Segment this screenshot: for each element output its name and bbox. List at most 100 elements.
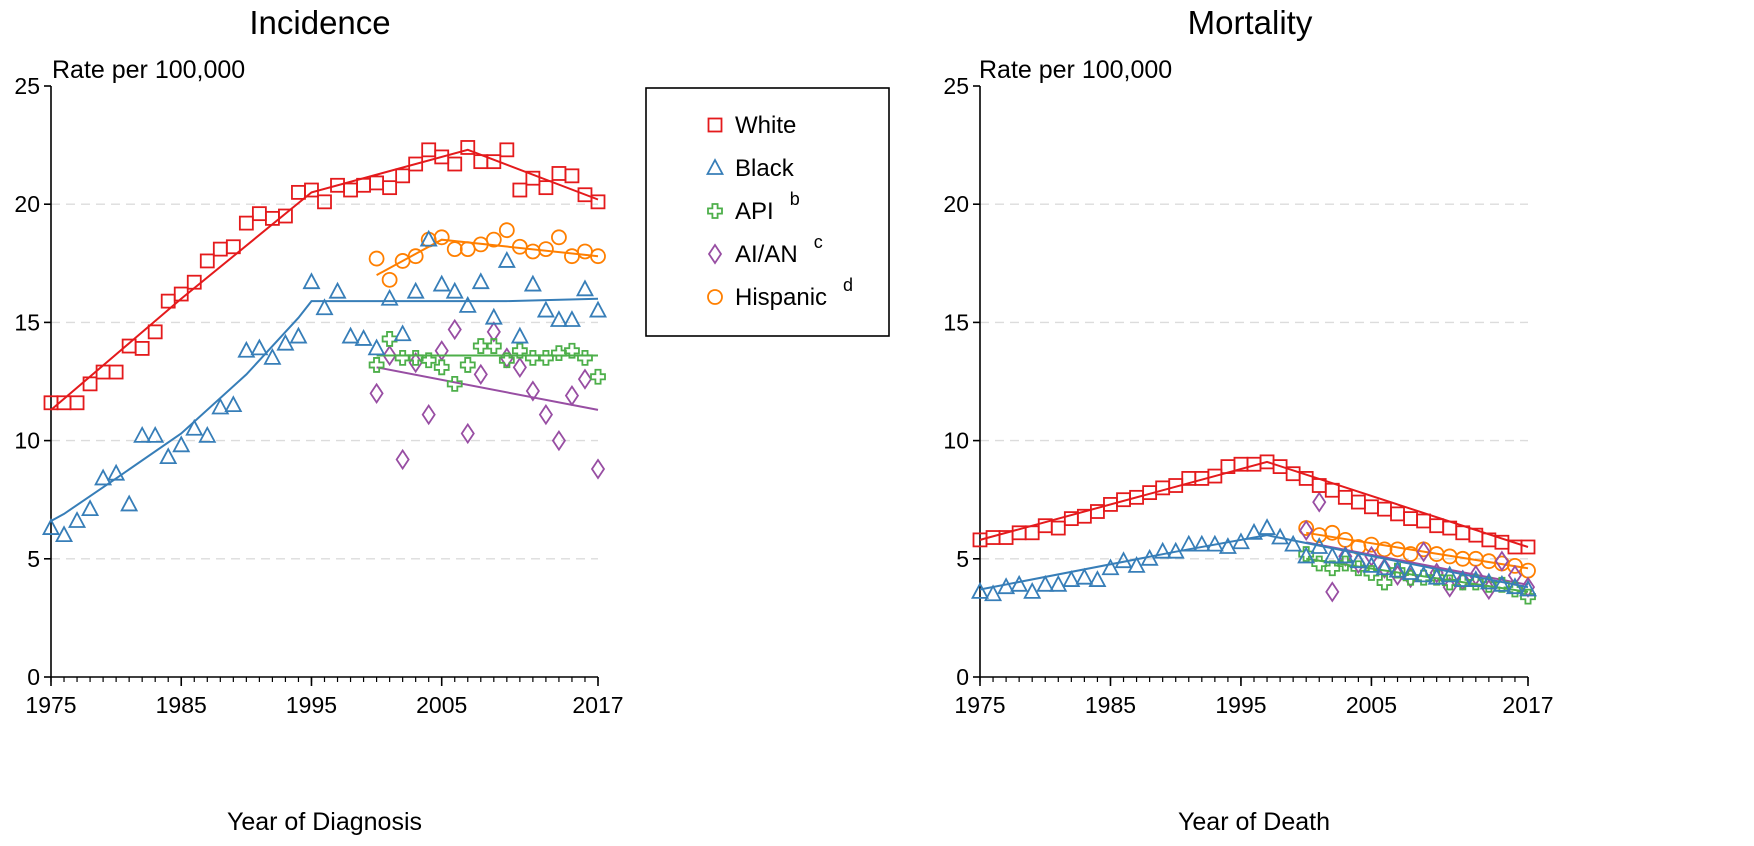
- incidence-point-white: [134, 341, 150, 356]
- legend-item-black: Black: [705, 155, 795, 182]
- legend-marker-api: [707, 203, 723, 219]
- incidence-point-api: [459, 357, 476, 373]
- mortality-point-ai-an: [1325, 581, 1340, 603]
- incidence-point-white: [395, 168, 411, 184]
- incidence-point-hispanic: [524, 243, 541, 260]
- incidence-point-white: [408, 156, 424, 172]
- incidence-y-tick-label: 25: [14, 73, 40, 99]
- mortality-point-black: [1440, 565, 1459, 583]
- incidence-point-black: [497, 251, 516, 268]
- incidence-point-white: [486, 154, 502, 170]
- mortality-point-white: [1364, 499, 1379, 515]
- incidence-x-tick-label: 1985: [156, 692, 207, 718]
- mortality-point-ai-an: [1494, 550, 1509, 572]
- incidence-point-white: [291, 184, 306, 200]
- mortality-point-black: [1036, 574, 1055, 592]
- incidence-point-hispanic: [446, 241, 463, 258]
- incidence-point-ai-an: [538, 403, 553, 426]
- incidence-point-api: [551, 345, 567, 362]
- mortality-point-hispanic: [1520, 562, 1536, 579]
- mortality-point-black: [1101, 558, 1120, 576]
- mortality-point-white: [1416, 513, 1432, 529]
- incidence-point-white: [538, 180, 554, 196]
- incidence-point-api: [564, 342, 580, 359]
- mortality-point-hispanic: [1389, 541, 1406, 558]
- incidence-series-api: [368, 331, 606, 392]
- incidence-x-axis-label: Year of Diagnosis: [227, 808, 422, 836]
- mortality-point-black: [1388, 560, 1407, 578]
- incidence-point-ai-an: [421, 403, 436, 426]
- incidence-point-white: [525, 170, 541, 186]
- incidence-point-white: [251, 206, 267, 222]
- mortality-x-tick-label: 1995: [1215, 692, 1266, 718]
- incidence-point-black: [81, 499, 100, 517]
- mortality-point-black: [1479, 572, 1498, 590]
- incidence-point-white: [343, 182, 358, 198]
- mortality-point-white: [1207, 468, 1223, 484]
- incidence-point-black: [237, 340, 256, 358]
- incidence-point-black: [94, 468, 113, 486]
- legend-label-hispanic: Hispanic: [735, 284, 827, 311]
- incidence-point-white: [238, 215, 254, 231]
- incidence-point-hispanic: [459, 241, 476, 258]
- incidence-point-white: [499, 142, 515, 158]
- mortality-point-white: [1390, 506, 1405, 522]
- incidence-point-ai-an: [577, 368, 593, 390]
- incidence-series-white: [43, 140, 606, 411]
- mortality-point-white: [1403, 511, 1418, 527]
- mortality-point-black: [1049, 574, 1068, 592]
- incidence-y-axis-label: Rate per 100,000: [52, 56, 245, 84]
- incidence-point-hispanic: [368, 250, 385, 267]
- mortality-point-black: [984, 584, 1003, 602]
- incidence-point-black: [562, 310, 581, 327]
- incidence-point-api: [538, 349, 554, 366]
- mortality-point-black: [1505, 577, 1524, 595]
- incidence-point-hispanic: [538, 241, 554, 258]
- incidence-point-black: [41, 518, 61, 535]
- incidence-point-white: [551, 166, 567, 181]
- incidence-point-black: [133, 425, 152, 443]
- mortality-point-black: [1205, 534, 1224, 552]
- incidence-point-hispanic: [551, 229, 567, 246]
- legend-item-white: White: [707, 112, 796, 139]
- incidence-point-black: [198, 425, 217, 443]
- incidence-point-black: [380, 288, 399, 306]
- mortality-point-ai-an: [1377, 557, 1392, 579]
- incidence-point-white: [590, 194, 606, 210]
- mortality-point-black: [1179, 534, 1198, 552]
- incidence-point-black: [263, 347, 282, 365]
- incidence-point-hispanic: [498, 222, 515, 239]
- incidence-point-white: [186, 274, 202, 290]
- incidence-point-api: [472, 338, 489, 354]
- mortality-point-black: [1297, 546, 1316, 564]
- incidence-point-black: [68, 511, 87, 528]
- mortality-point-black: [1192, 534, 1211, 552]
- incidence-point-hispanic: [485, 231, 502, 248]
- mortality-point-black: [970, 581, 990, 599]
- incidence-point-api: [381, 331, 398, 347]
- incidence-point-black: [107, 463, 126, 481]
- mortality-point-ai-an: [1312, 491, 1327, 513]
- mortality-x-tick-label: 1985: [1085, 692, 1136, 718]
- incidence-point-hispanic: [564, 248, 580, 265]
- incidence-series-hispanic: [368, 222, 606, 288]
- incidence-point-white: [564, 168, 580, 184]
- mortality-point-black: [1310, 537, 1329, 554]
- mortality-point-black: [1349, 551, 1368, 569]
- mortality-point-white: [1024, 525, 1040, 541]
- mortality-point-white: [1350, 494, 1366, 510]
- incidence-point-black: [302, 272, 321, 290]
- incidence-point-black: [211, 397, 230, 415]
- mortality-point-black: [1427, 567, 1446, 585]
- legend-label-api: API: [735, 198, 774, 225]
- incidence-point-black: [575, 279, 594, 297]
- incidence-point-hispanic: [577, 243, 593, 260]
- incidence-point-api: [433, 359, 450, 376]
- incidence-point-black: [120, 494, 139, 512]
- mortality-point-black: [1336, 546, 1355, 564]
- incidence-point-white: [225, 239, 241, 255]
- mortality-x-tick-label: 2017: [1502, 692, 1553, 718]
- incidence-point-black: [341, 326, 360, 344]
- incidence-point-api: [577, 349, 593, 366]
